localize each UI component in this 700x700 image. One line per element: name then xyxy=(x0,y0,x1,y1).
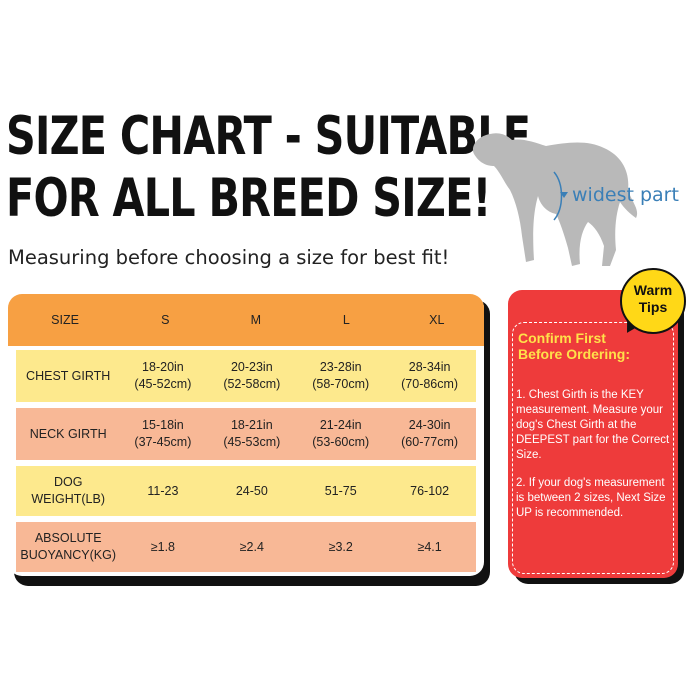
row-label: ABSOLUTE BUOYANCY(KG) xyxy=(20,531,116,562)
table-cell: 20-23in (52-58cm) xyxy=(223,360,281,391)
tip-1: 1. Chest Girth is the KEY measurement. M… xyxy=(516,389,670,461)
table-header-row: SIZE S M L XL xyxy=(8,294,484,346)
table-cell: ≥1.8 xyxy=(150,539,176,554)
header-l: L xyxy=(342,312,350,327)
table-cell: 21-24in (53-60cm) xyxy=(312,418,370,449)
dog-silhouette-icon xyxy=(472,133,638,266)
table-row-dog-weight: DOG WEIGHT(LB) 11-23 24-50 51-75 76-102 xyxy=(16,466,476,516)
table-cell: ≥2.4 xyxy=(239,539,264,554)
widest-part-label: widest part xyxy=(572,184,679,206)
header-m: M xyxy=(250,312,262,327)
table-cell: 76-102 xyxy=(410,483,450,498)
subtitle: Measuring before choosing a size for bes… xyxy=(8,246,450,269)
table-row-buoyancy: ABSOLUTE BUOYANCY(KG) ≥1.8 ≥2.4 ≥3.2 ≥4.1 xyxy=(16,522,476,572)
header-size: SIZE xyxy=(51,312,79,327)
table-cell: 23-28in (58-70cm) xyxy=(312,360,370,391)
row-label: CHEST GIRTH xyxy=(26,368,111,383)
title-line-1: SIZE CHART - SUITABLE xyxy=(6,106,531,167)
tips-dashed-border xyxy=(512,322,674,574)
page-title: SIZE CHART - SUITABLE FOR ALL BREED SIZE… xyxy=(6,106,531,230)
tip-2: 2. If your dog's measurement is between … xyxy=(516,477,666,519)
row-label: NECK GIRTH xyxy=(29,426,107,441)
warm-tips-badge: Warm Tips xyxy=(620,268,686,334)
table-cell: 28-34in (70-86cm) xyxy=(401,360,459,391)
header-xl: XL xyxy=(429,312,445,327)
table-row-chest-girth: CHEST GIRTH 18-20in (45-52cm) 20-23in (52-… xyxy=(16,350,476,402)
title-line-2: FOR ALL BREED SIZE! xyxy=(6,168,491,229)
table-cell: 11-23 xyxy=(147,483,179,498)
tips-title: Confirm First Before Ordering: xyxy=(518,330,631,362)
table-cell: ≥3.2 xyxy=(328,539,353,554)
table-cell: 18-21in (45-53cm) xyxy=(223,418,281,449)
row-label: DOG WEIGHT(LB) xyxy=(31,475,105,506)
table-cell: 24-30in (60-77cm) xyxy=(401,418,459,449)
size-table: SIZE S M L XL CHEST GIRTH 18-20in (45-52c… xyxy=(8,294,484,576)
header-s: S xyxy=(161,312,170,327)
table-cell: 18-20in (45-52cm) xyxy=(134,360,192,391)
table-cell: 51-75 xyxy=(324,483,357,498)
table-cell: 15-18in (37-45cm) xyxy=(134,418,192,449)
measure-arrow-icon xyxy=(553,171,568,221)
warm-tips-panel xyxy=(508,290,678,578)
table-cell: ≥4.1 xyxy=(417,539,442,554)
table-cell: 24-50 xyxy=(235,483,268,498)
table-row-neck-girth: NECK GIRTH 15-18in (37-45cm) 18-21in (45-5… xyxy=(16,408,476,460)
